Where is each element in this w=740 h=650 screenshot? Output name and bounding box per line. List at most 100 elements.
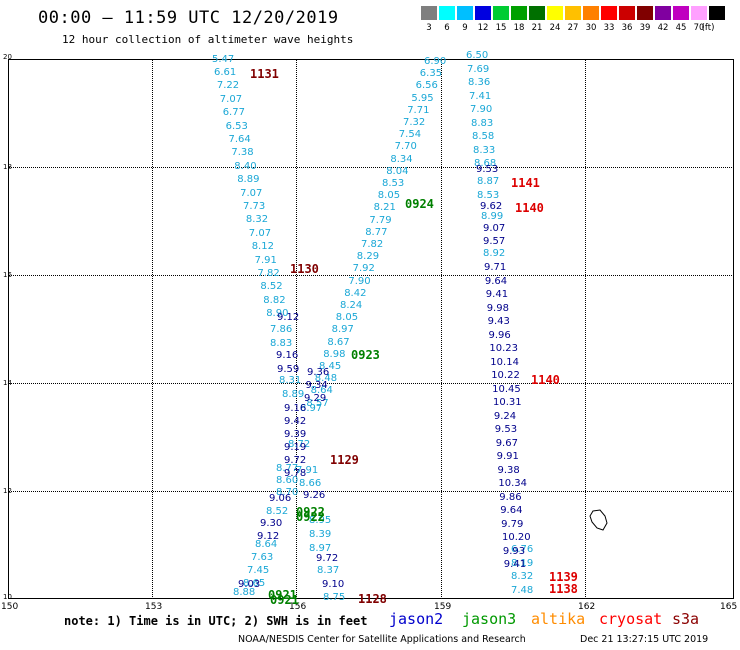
wave-height-value: 8.37: [317, 565, 340, 576]
wave-height-value: 10.20: [502, 532, 531, 543]
wave-height-value: 7.63: [251, 552, 274, 563]
wave-height-value: 8.64: [310, 385, 333, 397]
wave-height-value: 8.97: [331, 324, 354, 336]
scale-label: 3: [426, 23, 432, 33]
wave-height-value: 8.87: [477, 176, 500, 187]
wave-height-value: 7.41: [469, 90, 492, 102]
wave-height-value: 8.89: [237, 174, 260, 186]
wave-height-value: 9.79: [501, 518, 524, 530]
wave-height-value: 8.42: [344, 287, 367, 299]
lat-gridline-18: [8, 167, 734, 168]
scale-label: 27: [567, 23, 579, 33]
wave-height-value: 8.12: [251, 241, 274, 253]
wave-height-value: 9.38: [497, 464, 520, 476]
wave-height-value: 8.70: [276, 487, 299, 498]
scale-label: 15: [495, 23, 507, 33]
map-title: 00:00 – 11:59 UTC 12/20/2019: [38, 8, 339, 28]
wave-height-value: 8.05: [377, 190, 401, 202]
wave-height-value: 9.41: [503, 559, 527, 570]
wave-height-value: 7.07: [219, 93, 243, 105]
wave-height-value: 8.33: [473, 144, 496, 156]
wave-height-value: 7.07: [248, 227, 272, 239]
wave-height-value: 7.86: [270, 324, 293, 335]
wave-height-value: 8.24: [340, 300, 363, 311]
wave-height-value: 9.67: [495, 437, 518, 449]
wave-height-value: 8.83: [471, 117, 494, 129]
legend-s3a: s3a: [672, 610, 700, 628]
pass-time-label: 1138: [549, 582, 578, 596]
credit-line: NOAA/NESDIS Center for Satellite Applica…: [238, 634, 526, 645]
wave-height-value: 9.06: [269, 493, 292, 504]
lat-gridline-14: [8, 383, 734, 384]
generated-timestamp: Dec 21 13:27:15 UTC 2019: [580, 634, 709, 645]
scale-label: 42: [657, 23, 669, 33]
scale-label: 45: [675, 23, 687, 33]
wave-height-value: 8.53: [382, 178, 405, 189]
pass-time-label: 1128: [358, 592, 387, 606]
lon-tick-label: 153: [145, 602, 163, 612]
pass-time-label: 1140: [515, 201, 544, 215]
scale-label: 70: [693, 23, 705, 33]
wave-height-value: 5.47: [212, 54, 235, 65]
wave-height-value: 9.93: [502, 545, 526, 557]
scale-swatch: [691, 6, 707, 20]
wave-height-value: 8.92: [483, 248, 506, 259]
lat-tick-label: 10: [3, 593, 12, 601]
wave-height-value: 8.68: [474, 158, 497, 169]
scale-swatch: [601, 6, 617, 20]
wave-height-value: 10.14: [490, 356, 519, 368]
wave-height-value: 8.34: [390, 153, 413, 165]
scale-unit: (ft): [701, 23, 715, 33]
pass-time-label: 0921: [268, 588, 297, 602]
scale-swatch: [529, 6, 545, 20]
wave-height-value: 9.59: [277, 364, 300, 375]
legend-jason3: jason3: [462, 610, 517, 628]
wave-height-value: 9.30: [260, 518, 283, 529]
wave-height-value: 9.10: [322, 579, 345, 590]
wave-height-value: 9.12: [277, 312, 300, 323]
wave-height-value: 8.21: [373, 202, 396, 214]
scale-swatch: [673, 6, 689, 20]
wave-height-value: 7.82: [257, 268, 280, 279]
wave-height-value: 8.36: [468, 77, 491, 88]
wave-height-value: 9.96: [488, 329, 511, 341]
wave-height-value: 7.90: [348, 275, 371, 287]
wave-height-value: 8.72: [288, 439, 311, 450]
wave-height-value: 7.91: [254, 254, 277, 266]
map-subtitle: 12 hour collection of altimeter wave hei…: [62, 33, 354, 46]
wave-height-value: 9.53: [476, 164, 499, 175]
wave-height-value: 9.34: [305, 380, 328, 391]
wave-height-value: 6.76: [511, 544, 534, 555]
legend-jason2: jason2: [389, 610, 444, 628]
wave-height-value: 6.90: [424, 56, 447, 67]
wave-height-value: 9.64: [500, 505, 523, 516]
scale-swatch: [709, 6, 725, 20]
wave-height-value: 10.31: [493, 397, 522, 408]
wave-height-value: 7.73: [243, 201, 266, 212]
wave-height-value: 9.72: [316, 553, 339, 564]
wave-height-value: 6.61: [214, 67, 237, 78]
wave-height-value: 7.48: [511, 584, 534, 596]
units-note: note: 1) Time is in UTC; 2) SWH is in fe…: [64, 614, 368, 628]
wave-height-value: 10.45: [492, 383, 521, 395]
wave-height-value: 7.70: [394, 141, 417, 153]
wave-height-value: 10.34: [498, 478, 528, 489]
wave-height-value: 9.71: [484, 262, 507, 273]
wave-height-value: 9.36: [307, 367, 330, 378]
wave-height-value: 8.52: [266, 506, 289, 517]
wave-height-value: 7.91: [296, 465, 319, 476]
pass-time-label: 0923: [351, 348, 380, 362]
wave-height-value: 9.07: [483, 223, 506, 234]
lon-gridline-153: [152, 59, 153, 599]
scale-swatch: [547, 6, 563, 20]
wave-height-value: 8.64: [255, 539, 278, 550]
wave-height-value: 7.82: [361, 239, 384, 250]
wave-height-value: 9.43: [487, 316, 510, 327]
pass-time-label: 1129: [330, 453, 359, 467]
wave-height-value: 8.90: [266, 308, 289, 320]
pass-time-label: 0922: [296, 505, 325, 519]
scale-swatch: [457, 6, 473, 20]
lon-tick-label: 162: [578, 602, 596, 612]
wave-height-value: 9.03: [238, 579, 261, 590]
wave-height-value: 6.50: [466, 50, 489, 61]
